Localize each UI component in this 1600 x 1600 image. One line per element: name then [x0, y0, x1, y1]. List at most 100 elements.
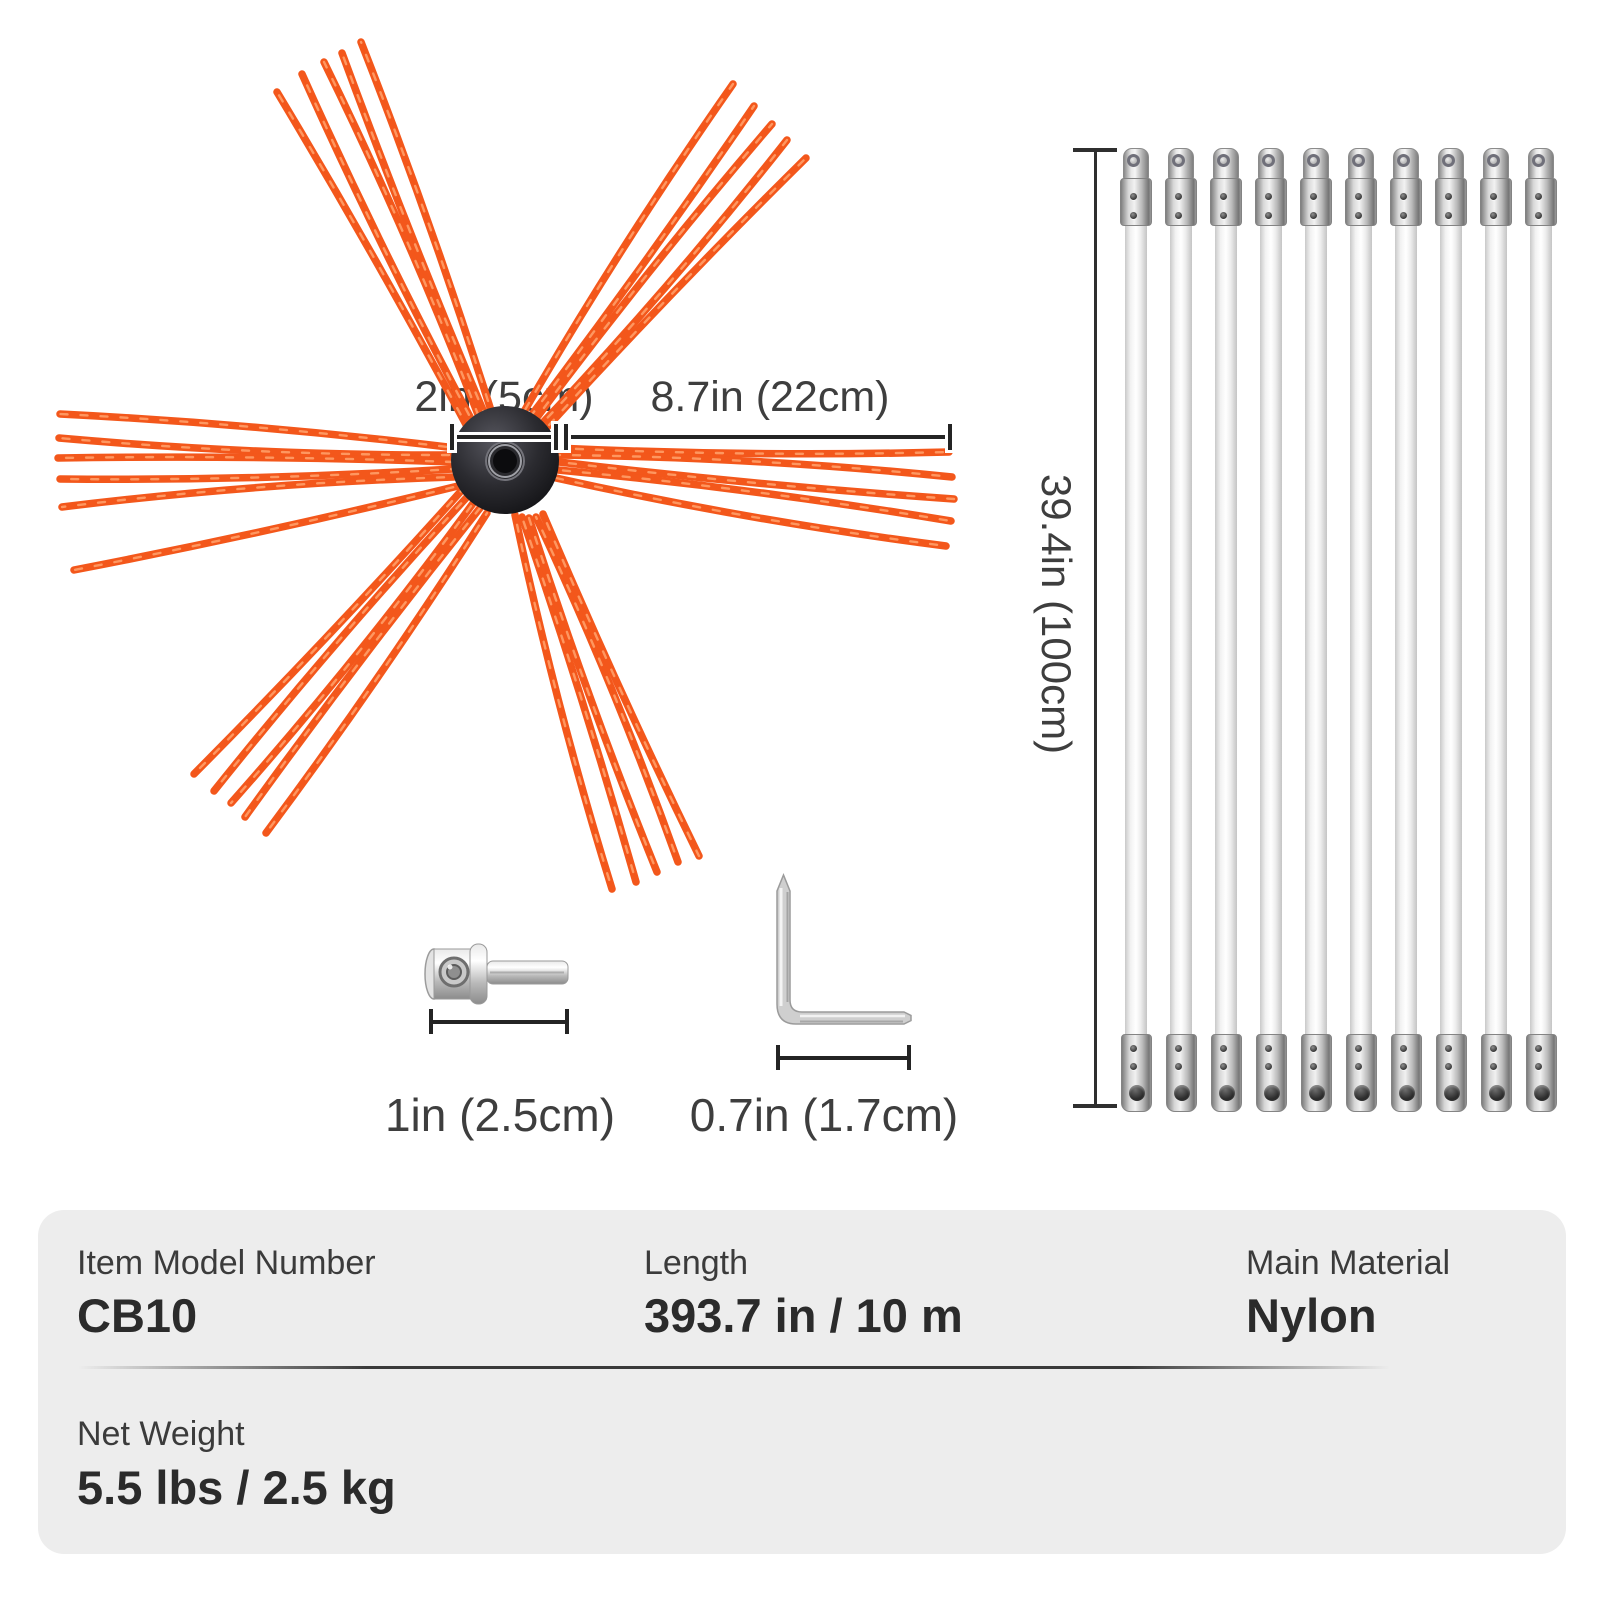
dimension-tick: [1073, 1104, 1117, 1108]
rod-top-connector: [1393, 148, 1419, 180]
pin-hole-icon: [1265, 1045, 1272, 1052]
rod-bottom-connector: [1391, 1034, 1422, 1112]
pin-hole-icon: [1355, 1063, 1362, 1070]
pin-hole-icon: [1265, 193, 1272, 200]
socket-ring-icon: [1217, 154, 1230, 167]
rod-shaft: [1305, 226, 1327, 1034]
socket-hole-icon: [1219, 1085, 1235, 1101]
extension-rod: [1209, 148, 1243, 1112]
rod-bottom-connector: [1211, 1034, 1242, 1112]
pin-hole-icon: [1310, 1045, 1317, 1052]
socket-hole-icon: [1174, 1085, 1190, 1101]
pin-hole-icon: [1490, 193, 1497, 200]
pin-hole-icon: [1355, 212, 1362, 219]
rod-shaft: [1125, 226, 1147, 1034]
pin-hole-icon: [1445, 1045, 1452, 1052]
socket-hole-icon: [1309, 1085, 1325, 1101]
rod-top-connector: [1303, 148, 1329, 180]
pin-hole-icon: [1130, 1063, 1137, 1070]
dimension-tick: [429, 1009, 433, 1034]
rod-bottom-connector: [1121, 1034, 1152, 1112]
dimension-label-adapter-length: 1in (2.5cm): [384, 1089, 616, 1141]
dimension-tick: [447, 421, 457, 453]
socket-ring-icon: [1397, 154, 1410, 167]
pin-hole-icon: [1535, 193, 1542, 200]
extension-rod: [1524, 148, 1558, 1112]
extension-rod: [1164, 148, 1198, 1112]
socket-hole-icon: [1129, 1085, 1145, 1101]
extension-rod: [1299, 148, 1333, 1112]
rod-shaft: [1395, 226, 1417, 1034]
socket-hole-icon: [1264, 1085, 1280, 1101]
pin-hole-icon: [1445, 1063, 1452, 1070]
spec-value-model: CB10: [77, 1289, 198, 1342]
socket-ring-icon: [1127, 154, 1140, 167]
rod-top-sleeve: [1345, 178, 1377, 226]
dimension-line-hexkey: [778, 1056, 911, 1060]
rod-bottom-connector: [1481, 1034, 1512, 1112]
rod-top-connector: [1168, 148, 1194, 180]
dimension-tick: [561, 421, 571, 453]
pin-hole-icon: [1355, 193, 1362, 200]
socket-hole-icon: [1444, 1085, 1460, 1101]
extension-rod: [1119, 148, 1153, 1112]
socket-ring-icon: [1307, 154, 1320, 167]
spec-label-material: Main Material: [1246, 1244, 1451, 1282]
rod-bottom-connector: [1346, 1034, 1377, 1112]
pin-hole-icon: [1490, 1045, 1497, 1052]
pin-hole-icon: [1535, 1045, 1542, 1052]
dimension-tick: [776, 1045, 780, 1070]
rod-bottom-connector: [1436, 1034, 1467, 1112]
rod-top-connector: [1258, 148, 1284, 180]
pin-hole-icon: [1400, 212, 1407, 219]
dimension-line-rod-length: [1094, 150, 1097, 1108]
rod-top-connector: [1438, 148, 1464, 180]
pin-hole-icon: [1445, 193, 1452, 200]
spec-value-length: 393.7 in / 10 m: [644, 1289, 963, 1342]
extension-rod: [1254, 148, 1288, 1112]
rod-top-connector: [1213, 148, 1239, 180]
spec-card-divider: [78, 1366, 1390, 1369]
pin-hole-icon: [1265, 212, 1272, 219]
rod-top-sleeve: [1300, 178, 1332, 226]
rod-shaft: [1440, 226, 1462, 1034]
rod-bottom-connector: [1526, 1034, 1557, 1112]
pin-hole-icon: [1220, 212, 1227, 219]
socket-ring-icon: [1352, 154, 1365, 167]
pin-hole-icon: [1265, 1063, 1272, 1070]
rod-top-sleeve: [1120, 178, 1152, 226]
socket-hole-icon: [1534, 1085, 1550, 1101]
rod-top-sleeve: [1435, 178, 1467, 226]
pin-hole-icon: [1310, 193, 1317, 200]
pin-hole-icon: [1310, 1063, 1317, 1070]
spec-card: Item Model Number CB10 Length 393.7 in /…: [38, 1210, 1566, 1554]
pin-hole-icon: [1175, 1063, 1182, 1070]
socket-hole-icon: [1489, 1085, 1505, 1101]
spec-label-length: Length: [644, 1244, 748, 1282]
rod-shaft: [1260, 226, 1282, 1034]
extension-rod: [1389, 148, 1423, 1112]
rod-top-sleeve: [1480, 178, 1512, 226]
rod-top-sleeve: [1390, 178, 1422, 226]
socket-ring-icon: [1487, 154, 1500, 167]
pin-hole-icon: [1130, 1045, 1137, 1052]
rod-shaft: [1215, 226, 1237, 1034]
rod-bottom-connector: [1301, 1034, 1332, 1112]
pin-hole-icon: [1535, 212, 1542, 219]
pin-hole-icon: [1535, 1063, 1542, 1070]
pin-hole-icon: [1220, 193, 1227, 200]
pin-hole-icon: [1490, 212, 1497, 219]
rod-top-connector: [1348, 148, 1374, 180]
rod-top-sleeve: [1255, 178, 1287, 226]
pin-hole-icon: [1175, 1045, 1182, 1052]
rod-top-connector: [1483, 148, 1509, 180]
pin-hole-icon: [1130, 193, 1137, 200]
socket-ring-icon: [1442, 154, 1455, 167]
pin-hole-icon: [1445, 212, 1452, 219]
pin-hole-icon: [1175, 193, 1182, 200]
extension-rod: [1434, 148, 1468, 1112]
pin-hole-icon: [1400, 1063, 1407, 1070]
dimension-tick: [945, 421, 955, 453]
rod-bottom-connector: [1256, 1034, 1287, 1112]
